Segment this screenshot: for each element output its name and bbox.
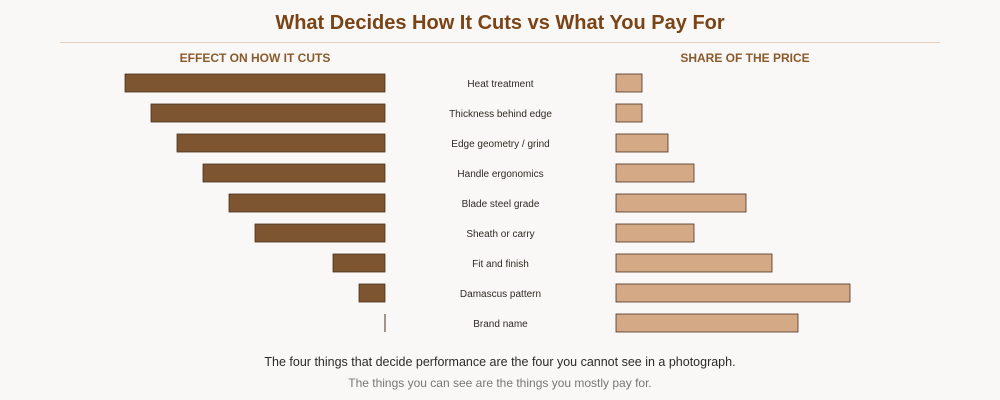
category-label-blade-steel-grade: Blade steel grade bbox=[462, 199, 540, 210]
category-label-edge-geometry-grind: Edge geometry / grind bbox=[451, 139, 549, 150]
price-bar-sheath-or-carry bbox=[615, 223, 695, 243]
price-bars bbox=[615, 73, 851, 333]
price-bar-blade-steel-grade bbox=[615, 193, 747, 213]
price-bar-thickness-behind-edge bbox=[615, 103, 643, 123]
category-label-fit-and-finish: Fit and finish bbox=[472, 259, 529, 270]
effect-bar-handle-ergonomics bbox=[202, 163, 386, 183]
effect-bar-thickness-behind-edge bbox=[150, 103, 386, 123]
caption-line-2: The things you can see are the things yo… bbox=[348, 376, 652, 390]
chart-title: What Decides How It Cuts vs What You Pay… bbox=[275, 12, 725, 34]
effect-bar-damascus-pattern bbox=[358, 283, 386, 303]
effect-bar-edge-geometry-grind bbox=[176, 133, 386, 153]
caption-line-1: The four things that decide performance … bbox=[264, 355, 736, 369]
effect-bar-sheath-or-carry bbox=[254, 223, 386, 243]
price-bar-heat-treatment bbox=[615, 73, 643, 93]
category-label-heat-treatment: Heat treatment bbox=[467, 79, 533, 90]
category-label-thickness-behind-edge: Thickness behind edge bbox=[449, 109, 552, 120]
effect-bars bbox=[124, 73, 386, 332]
category-label-sheath-or-carry: Sheath or carry bbox=[466, 229, 534, 240]
effect-bar-blade-steel-grade bbox=[228, 193, 386, 213]
title-divider bbox=[60, 42, 940, 43]
price-bar-handle-ergonomics bbox=[615, 163, 695, 183]
effect-bar-heat-treatment bbox=[124, 73, 386, 93]
price-bar-fit-and-finish bbox=[615, 253, 773, 273]
price-bar-brand-name bbox=[615, 313, 799, 333]
left-column-heading: EFFECT ON HOW IT CUTS bbox=[179, 51, 331, 65]
effect-bar-fit-and-finish bbox=[332, 253, 386, 273]
price-bar-damascus-pattern bbox=[615, 283, 851, 303]
category-label-damascus-pattern: Damascus pattern bbox=[460, 289, 541, 300]
price-bar-edge-geometry-grind bbox=[615, 133, 669, 153]
right-column-heading: SHARE OF THE PRICE bbox=[680, 51, 810, 65]
category-label-brand-name: Brand name bbox=[473, 319, 528, 330]
category-labels: Heat treatment Thickness behind edge Edge … bbox=[449, 79, 552, 330]
category-label-handle-ergonomics: Handle ergonomics bbox=[457, 169, 543, 180]
